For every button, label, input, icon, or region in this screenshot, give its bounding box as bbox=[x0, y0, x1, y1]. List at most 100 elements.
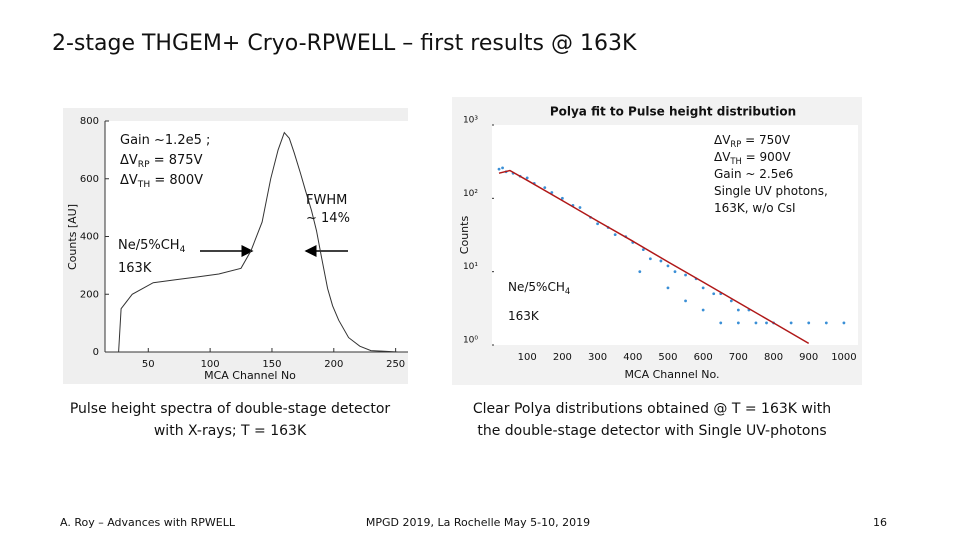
data-point bbox=[525, 176, 529, 180]
data-point bbox=[789, 321, 793, 325]
x-tick-label: 200 bbox=[553, 352, 572, 363]
data-point bbox=[550, 191, 554, 194]
annotation: ΔVRP = 750V bbox=[714, 133, 791, 149]
data-point bbox=[842, 321, 846, 325]
data-point bbox=[638, 270, 642, 274]
data-point bbox=[613, 233, 617, 237]
caption: Clear Polya distributions obtained @ T =… bbox=[473, 401, 831, 417]
data-point bbox=[497, 167, 501, 171]
x-tick-label: 500 bbox=[658, 352, 677, 363]
annotation-text: FWHM bbox=[306, 193, 347, 208]
annotation-subscript: 4 bbox=[565, 286, 570, 296]
y-tick-label: 10⁰ bbox=[463, 336, 478, 346]
annotation-subscript: TH bbox=[137, 180, 150, 190]
chart-title: Polya fit to Pulse height distribution bbox=[550, 105, 796, 119]
data-point bbox=[712, 292, 716, 296]
annotation-text: 163K bbox=[118, 261, 152, 276]
data-point bbox=[736, 321, 740, 325]
annotation-subscript: 4 bbox=[180, 245, 186, 255]
y-tick-label: 200 bbox=[80, 289, 99, 300]
data-line bbox=[118, 131, 399, 353]
y-axis-label: Counts bbox=[458, 216, 471, 255]
page-number: 16 bbox=[873, 516, 887, 529]
x-tick-label: 600 bbox=[694, 352, 713, 363]
data-point bbox=[684, 299, 687, 303]
annotation-text: 163K, w/o CsI bbox=[714, 201, 796, 215]
x-axis-label: MCA Channel No. bbox=[624, 368, 719, 381]
annotation-text: = 875V bbox=[150, 153, 203, 168]
annotation-text: Gain ~ 2.5e6 bbox=[714, 167, 793, 181]
data-point bbox=[560, 196, 564, 200]
x-tick-label: 900 bbox=[799, 352, 818, 363]
data-point bbox=[684, 273, 687, 277]
data-line bbox=[498, 169, 810, 345]
x-tick-label: 100 bbox=[518, 352, 537, 363]
annotation-subscript: TH bbox=[729, 156, 741, 166]
caption: with X-rays; T = 163K bbox=[154, 423, 307, 439]
annotation: Ne/5%CH4 bbox=[508, 280, 570, 296]
annotation: Ne/5%CH4 bbox=[118, 238, 186, 255]
caption: Pulse height spectra of double-stage det… bbox=[70, 401, 391, 417]
annotation-text: Single UV photons, bbox=[714, 184, 828, 198]
footer-center: MPGD 2019, La Rochelle May 5-10, 2019 bbox=[366, 516, 590, 529]
y-tick-label: 800 bbox=[80, 116, 99, 127]
y-tick-label: 600 bbox=[80, 174, 99, 185]
data-point bbox=[765, 321, 768, 325]
annotation: ΔVRP = 875V bbox=[120, 153, 203, 170]
data-point bbox=[666, 264, 670, 268]
annotation: Single UV photons, bbox=[714, 184, 828, 198]
annotation-text: ΔV bbox=[714, 150, 731, 164]
slide-title: 2-stage THGEM+ Cryo-RPWELL – first resul… bbox=[52, 31, 637, 56]
annotation: 163K, w/o CsI bbox=[714, 201, 796, 215]
x-tick-label: 700 bbox=[729, 352, 748, 363]
data-point bbox=[673, 270, 677, 274]
annotation-text: = 800V bbox=[150, 173, 203, 188]
data-point bbox=[501, 166, 504, 170]
x-tick-label: 150 bbox=[262, 359, 281, 370]
x-tick-label: 50 bbox=[142, 359, 155, 370]
annotation: Gain ~ 2.5e6 bbox=[714, 167, 793, 181]
x-tick-label: 200 bbox=[324, 359, 343, 370]
data-point bbox=[666, 286, 670, 290]
x-tick-label: 800 bbox=[764, 352, 783, 363]
data-point bbox=[824, 321, 828, 325]
data-point bbox=[729, 299, 733, 303]
data-point bbox=[736, 308, 740, 312]
y-axis-label: Counts [AU] bbox=[66, 204, 79, 270]
annotation-text: ΔV bbox=[120, 173, 138, 188]
data-point bbox=[754, 321, 758, 325]
annotation-text: 163K bbox=[508, 309, 540, 323]
annotation-text: ΔV bbox=[714, 133, 731, 147]
annotation: Gain ~1.2e5 ; bbox=[120, 133, 210, 148]
annotation-text: Ne/5%CH bbox=[508, 280, 565, 294]
x-tick-label: 250 bbox=[386, 359, 405, 370]
annotation-subscript: RP bbox=[138, 160, 150, 170]
footer-left: A. Roy – Advances with RPWELL bbox=[60, 516, 236, 529]
x-tick-label: 400 bbox=[623, 352, 642, 363]
data-point bbox=[807, 321, 811, 325]
plot-area bbox=[492, 125, 858, 345]
data-point bbox=[719, 321, 723, 325]
annotation-text: = 750V bbox=[741, 133, 791, 147]
annotation-text: Ne/5%CH bbox=[118, 238, 180, 253]
caption: the double-stage detector with Single UV… bbox=[477, 423, 826, 439]
data-point bbox=[543, 186, 547, 190]
data-point bbox=[596, 222, 599, 226]
x-axis-label: MCA Channel No bbox=[204, 369, 296, 382]
data-point bbox=[641, 248, 645, 251]
annotation-subscript: RP bbox=[730, 139, 741, 149]
annotation-text: ~ 14% bbox=[306, 211, 350, 226]
data-point bbox=[648, 257, 652, 261]
annotation-text: = 900V bbox=[742, 150, 792, 164]
y-tick-label: 10² bbox=[463, 189, 478, 199]
annotation: ~ 14% bbox=[306, 211, 350, 226]
annotation: 163K bbox=[118, 261, 152, 276]
x-tick-label: 300 bbox=[588, 352, 607, 363]
annotation: FWHM bbox=[306, 193, 347, 208]
data-point bbox=[659, 259, 663, 263]
x-tick-label: 100 bbox=[201, 359, 220, 370]
data-point bbox=[578, 206, 582, 209]
y-tick-label: 400 bbox=[80, 232, 99, 243]
y-tick-label: 0 bbox=[93, 347, 99, 358]
